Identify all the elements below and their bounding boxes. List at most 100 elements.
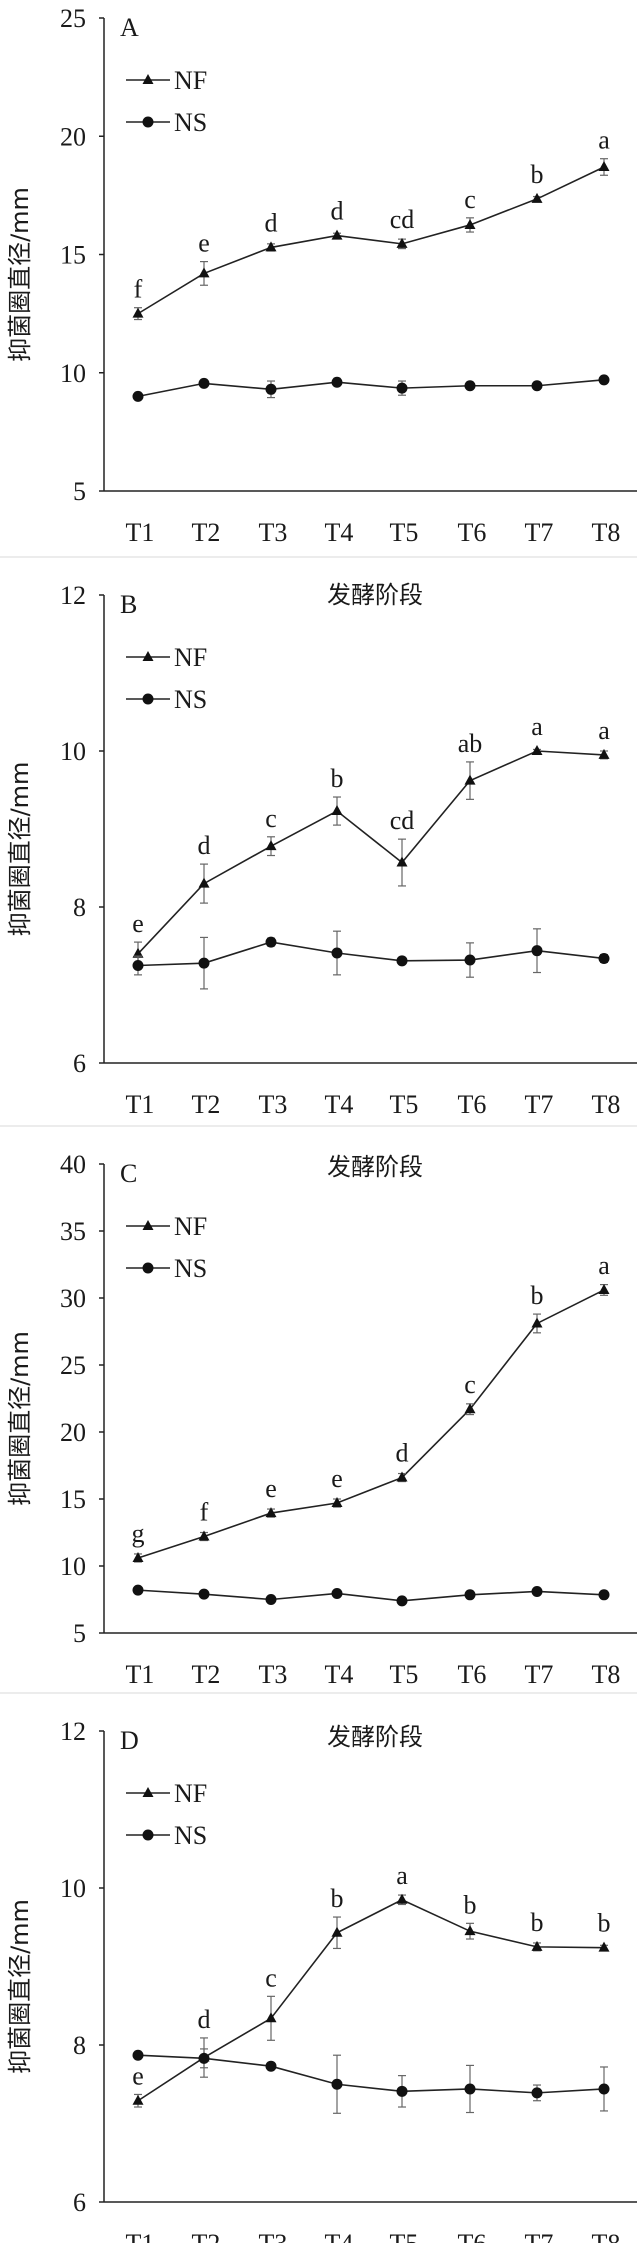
significance-label: d <box>331 197 344 226</box>
x-tick-label: T7 <box>525 1090 554 1119</box>
panel-label: D <box>120 1726 139 1755</box>
y-tick-label: 10 <box>60 1552 86 1581</box>
data-point-nf <box>265 241 277 252</box>
data-point-ns <box>396 955 408 967</box>
data-point-ns <box>331 947 343 959</box>
x-tick-label: T2 <box>192 518 221 547</box>
y-tick-label: 20 <box>60 122 86 151</box>
data-point-nf <box>396 237 408 248</box>
panel-label: C <box>120 1159 137 1188</box>
significance-label: e <box>331 1464 343 1493</box>
x-tick-label: T7 <box>525 2229 554 2243</box>
significance-label: b <box>331 764 344 793</box>
y-tick-label: 15 <box>60 1485 86 1514</box>
x-tick-label: T7 <box>525 1660 554 1689</box>
data-point-ns <box>464 2083 476 2095</box>
significance-label: a <box>598 126 610 155</box>
x-tick-label: T1 <box>126 1090 155 1119</box>
data-point-nf <box>396 856 408 867</box>
series-line-ns <box>137 941 605 967</box>
legend-label-ns: NS <box>174 108 207 137</box>
y-tick-label: 10 <box>60 359 86 388</box>
x-tick-label: T8 <box>592 518 621 547</box>
data-point-nf <box>198 877 210 888</box>
data-point-nf <box>598 160 610 171</box>
data-point-nf <box>464 774 476 785</box>
series-line-nf <box>137 166 605 315</box>
data-point-nf <box>464 1403 476 1414</box>
x-tick-label: T2 <box>192 2229 221 2243</box>
data-point-nf <box>331 1497 343 1508</box>
legend-label-nf: NF <box>174 643 207 672</box>
legend-label-nf: NF <box>174 66 207 95</box>
y-tick-label: 12 <box>60 1717 86 1746</box>
x-tick-label: T3 <box>259 1660 288 1689</box>
y-tick-label: 25 <box>60 4 86 33</box>
x-tick-label: T4 <box>325 1660 354 1689</box>
x-tick-label: T6 <box>458 1660 487 1689</box>
data-point-ns <box>396 2085 408 2097</box>
data-point-nf <box>531 192 543 203</box>
data-point-nf <box>331 229 343 240</box>
data-point-nf <box>265 2012 277 2023</box>
legend-marker-ns <box>142 1829 154 1841</box>
x-tick-label: T5 <box>390 518 419 547</box>
data-point-ns <box>531 2087 543 2099</box>
y-tick-label: 15 <box>60 241 86 270</box>
x-tick-label: T5 <box>390 1090 419 1119</box>
data-point-nf <box>598 748 610 759</box>
significance-label: b <box>598 1909 611 1938</box>
y-axis-label: 抑菌圈直径/mm <box>6 1899 34 2074</box>
data-point-ns <box>132 1584 144 1596</box>
data-point-ns <box>132 2049 144 2061</box>
data-point-nf <box>531 745 543 755</box>
x-tick-label: T7 <box>525 518 554 547</box>
series-line-nf <box>137 1289 605 1559</box>
x-tick-label: T1 <box>126 2229 155 2243</box>
series-line-ns <box>137 2054 605 2094</box>
data-point-ns <box>598 1589 610 1601</box>
x-tick-label: T5 <box>390 2229 419 2243</box>
y-axis-label: 抑菌圈直径/mm <box>6 187 34 362</box>
significance-label: c <box>464 1370 476 1399</box>
significance-label: f <box>200 1498 209 1527</box>
data-point-nf <box>132 2094 144 2105</box>
legend-label-ns: NS <box>174 1254 207 1283</box>
x-tick-label: T6 <box>458 2229 487 2243</box>
data-point-ns <box>132 960 144 971</box>
y-tick-label: 30 <box>60 1284 86 1313</box>
y-tick-label: 8 <box>73 2031 86 2060</box>
data-point-ns <box>531 1585 543 1597</box>
data-point-ns <box>331 2078 343 2090</box>
legend-label-nf: NF <box>174 1212 207 1241</box>
data-point-nf <box>331 1926 343 1937</box>
y-tick-label: 6 <box>73 1049 86 1078</box>
x-axis-label: 发酵阶段 <box>327 581 423 609</box>
significance-label: cd <box>390 205 415 234</box>
y-axis-label: 抑菌圈直径/mm <box>6 762 34 937</box>
data-point-ns <box>198 377 210 389</box>
series-line-nf <box>137 1898 605 2102</box>
data-point-ns <box>598 2083 610 2095</box>
data-point-ns <box>265 383 277 395</box>
x-axis-label: 发酵阶段 <box>327 1153 423 1181</box>
legend-marker-nf <box>142 651 154 661</box>
y-tick-label: 40 <box>60 1150 86 1179</box>
significance-label: d <box>396 1439 409 1468</box>
significance-label: c <box>464 185 476 214</box>
data-point-nf <box>265 1507 277 1518</box>
series-line-ns <box>137 379 605 398</box>
legend-marker-nf <box>142 74 154 84</box>
y-tick-label: 10 <box>60 1874 86 1903</box>
data-point-ns <box>598 374 610 386</box>
data-point-ns <box>464 954 476 966</box>
x-tick-label: T8 <box>592 1090 621 1119</box>
legend-marker-ns <box>142 1262 154 1274</box>
x-tick-label: T5 <box>390 1660 419 1689</box>
significance-label: b <box>531 1281 544 1310</box>
x-tick-label: T4 <box>325 518 354 547</box>
significance-label: e <box>132 2061 144 2090</box>
y-tick-label: 10 <box>60 737 86 766</box>
